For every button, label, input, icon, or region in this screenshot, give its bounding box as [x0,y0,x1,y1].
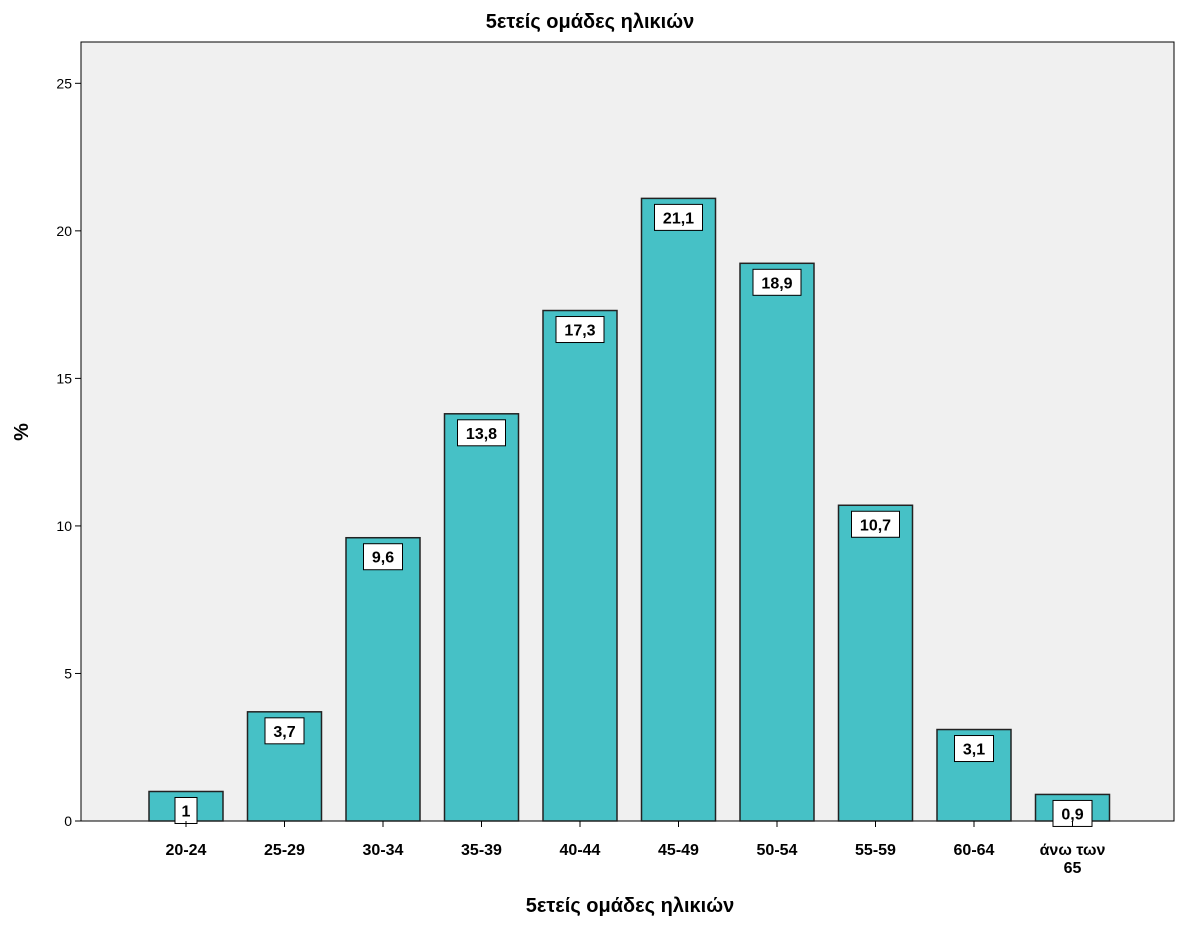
data-label: 3,7 [273,724,295,741]
bars-group: 1 3,7 9,6 13,8 17,3 21,1 18,9 10,7 3,1 0,9 [148,197,1111,827]
x-tick-label: άνω των 65 [1040,842,1106,877]
x-tick-label: 20-24 [166,842,207,859]
data-label-box [264,717,305,745]
data-label: 10,7 [860,517,891,534]
x-tick-label: 50-54 [757,842,798,859]
chart-title: 5ετείς ομάδες ηλικιών [486,11,695,33]
y-axis-title: % [11,423,33,441]
x-tick-label: 30-34 [363,842,404,859]
y-axis: 0 5 10 15 20 25 [56,75,81,829]
bar [542,309,618,822]
data-label: 18,9 [761,275,792,292]
data-label-box [752,268,802,296]
data-label-box [654,203,703,231]
bar [837,504,914,822]
data-label-box [851,510,900,538]
y-tick-label: 15 [56,370,72,386]
bar [739,262,815,822]
y-tick-label: 5 [64,665,72,681]
x-tick-label: 25-29 [264,842,305,859]
data-label: 13,8 [466,426,497,443]
data-label-box [363,543,403,571]
data-label-box [954,735,994,763]
y-tick-label: 10 [56,518,72,534]
data-label: 3,1 [963,742,985,759]
x-axis: 20-24 25-29 30-34 35-39 40-44 45-49 50-54 55-59… [166,821,1106,877]
y-tick-label: 25 [56,75,72,91]
data-label: 17,3 [564,323,595,340]
x-tick-label: 35-39 [461,842,502,859]
bar [443,413,520,822]
plot-area [80,41,1175,822]
data-label: 21,1 [663,210,694,227]
x-tick-label: 40-44 [560,842,601,859]
x-tick-label: 55-59 [855,842,896,859]
x-axis-title: 5ετείς ομάδες ηλικιών [526,895,735,917]
data-label: 1 [182,803,191,820]
y-tick-label: 20 [56,223,72,239]
data-label-box [555,316,605,344]
data-label-box [457,419,506,447]
bar [640,197,717,822]
bar [345,536,421,822]
data-label: 0,9 [1061,806,1083,823]
x-tick-label: 45-49 [658,842,699,859]
y-tick-label: 0 [64,813,72,829]
x-tick-label: 60-64 [954,842,995,859]
data-label: 9,6 [372,550,394,567]
